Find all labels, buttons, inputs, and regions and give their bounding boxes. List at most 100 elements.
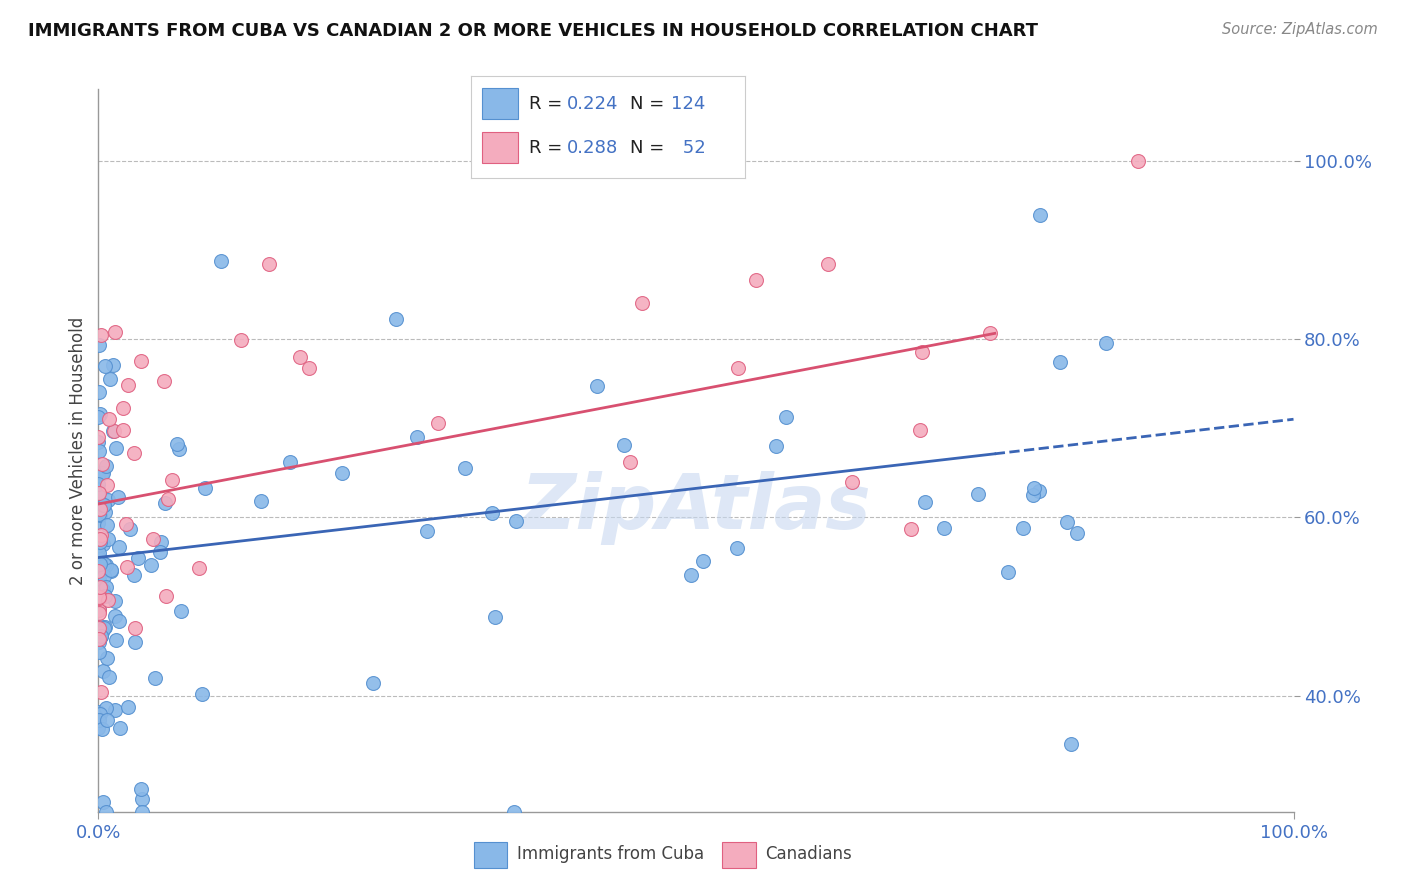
Point xyxy=(89,552,111,566)
Point xyxy=(90,328,112,343)
Point xyxy=(124,635,146,649)
Point xyxy=(89,634,111,648)
Point xyxy=(87,483,110,498)
Point xyxy=(129,782,152,797)
Point xyxy=(87,621,110,635)
Point xyxy=(98,412,121,426)
Point xyxy=(122,568,145,582)
Point xyxy=(727,361,749,376)
Point xyxy=(87,467,110,482)
Point xyxy=(117,378,139,392)
Point xyxy=(101,424,124,438)
Point xyxy=(89,619,111,633)
Bar xyxy=(723,842,755,868)
Point xyxy=(231,334,253,348)
Point xyxy=(96,558,118,573)
Point xyxy=(104,632,127,647)
Bar xyxy=(474,842,508,868)
Point xyxy=(250,494,273,508)
Point xyxy=(87,572,110,586)
Point xyxy=(162,473,184,487)
Point xyxy=(1128,153,1150,168)
Point xyxy=(87,508,110,522)
Point xyxy=(1012,521,1035,535)
Point xyxy=(94,359,117,374)
Point xyxy=(257,257,280,271)
Point xyxy=(89,557,111,571)
Point xyxy=(93,498,115,512)
Point xyxy=(979,326,1001,340)
Point xyxy=(96,518,118,533)
Point xyxy=(585,379,607,393)
Point xyxy=(1049,355,1071,369)
Point xyxy=(87,591,110,606)
Point xyxy=(127,551,149,566)
Point xyxy=(209,253,232,268)
Point xyxy=(87,541,110,556)
Point xyxy=(89,590,111,604)
Point xyxy=(100,563,122,577)
Text: Canadians: Canadians xyxy=(765,845,852,863)
Text: N =: N = xyxy=(630,138,671,157)
Point xyxy=(111,423,134,437)
Point xyxy=(330,466,353,480)
Point xyxy=(481,507,503,521)
Point xyxy=(87,477,110,491)
Point xyxy=(89,607,111,621)
Point xyxy=(87,546,110,560)
Point xyxy=(1056,515,1078,529)
Point xyxy=(94,620,117,634)
Point xyxy=(107,491,129,505)
Point xyxy=(87,516,110,530)
Text: Source: ZipAtlas.com: Source: ZipAtlas.com xyxy=(1222,22,1378,37)
Point xyxy=(170,604,193,618)
Point xyxy=(744,273,766,287)
Point xyxy=(454,461,477,475)
Y-axis label: 2 or more Vehicles in Household: 2 or more Vehicles in Household xyxy=(69,317,87,584)
Point xyxy=(194,481,217,495)
Point xyxy=(93,621,115,635)
Point xyxy=(87,632,110,646)
Point xyxy=(87,444,110,458)
Point xyxy=(841,475,863,489)
Point xyxy=(131,791,153,805)
Point xyxy=(91,466,114,480)
Point xyxy=(87,705,110,719)
Point xyxy=(107,614,129,628)
Point xyxy=(93,505,115,519)
Point xyxy=(97,533,120,547)
Point xyxy=(89,501,111,516)
Point xyxy=(298,360,321,375)
Point xyxy=(1060,737,1083,751)
Point xyxy=(93,568,115,582)
Point xyxy=(87,602,110,616)
Point xyxy=(104,608,127,623)
Point xyxy=(89,407,111,421)
Point xyxy=(101,358,124,372)
Point xyxy=(505,514,527,528)
Point xyxy=(87,434,110,449)
Text: ZipAtlas: ZipAtlas xyxy=(520,471,872,545)
Point xyxy=(89,561,111,575)
Point xyxy=(103,424,125,438)
Text: 0.224: 0.224 xyxy=(567,95,619,112)
Point xyxy=(1028,484,1050,499)
Point xyxy=(157,491,180,506)
Text: R =: R = xyxy=(529,138,568,157)
Point xyxy=(619,454,641,468)
Point xyxy=(89,532,111,546)
Point xyxy=(288,351,311,365)
Point xyxy=(87,338,110,352)
Point xyxy=(96,714,118,728)
Text: 124: 124 xyxy=(671,95,706,112)
Point xyxy=(725,541,748,555)
Point xyxy=(131,805,153,819)
Point xyxy=(91,537,114,551)
Text: R =: R = xyxy=(529,95,568,112)
Point xyxy=(278,455,301,469)
Point xyxy=(817,257,839,271)
Point xyxy=(108,541,131,555)
Point xyxy=(91,466,114,480)
Point xyxy=(385,312,408,326)
Text: N =: N = xyxy=(630,95,671,112)
